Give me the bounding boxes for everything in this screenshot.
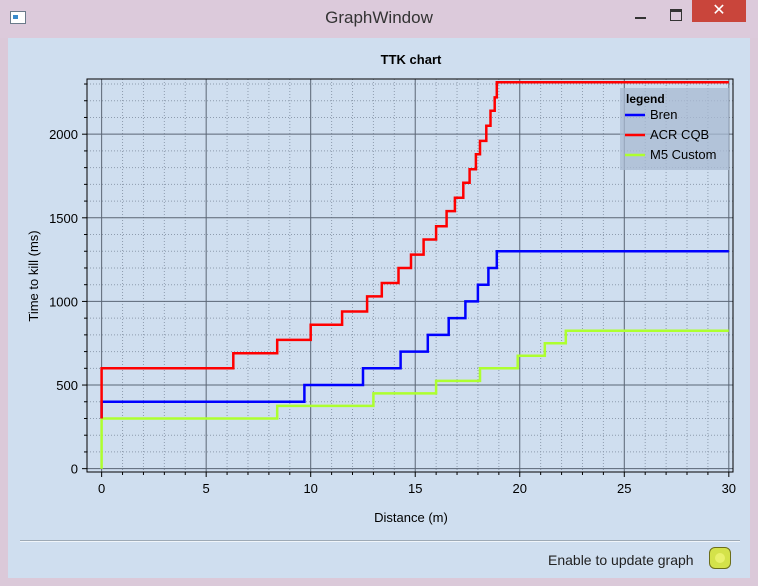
window-title: GraphWindow <box>325 8 433 27</box>
chart-title: TTK chart <box>381 52 442 67</box>
x-tick-label: 5 <box>203 481 210 496</box>
axes: 0 5 10 15 20 25 30 0 500 1000 1500 2000 <box>49 83 736 496</box>
y-tick-label: 1500 <box>49 211 78 226</box>
legend-label-m5-custom: M5 Custom <box>650 147 716 162</box>
ttk-chart: TTK chart 0 5 10 15 20 25 30 0 500 1000 1500 2000 D… <box>26 52 736 525</box>
title-bar: GraphWindow ✕ <box>0 0 758 38</box>
window-client-area: TTK chart 0 5 10 15 20 25 30 0 500 1000 1500 2000 D… <box>8 38 750 578</box>
update-graph-toggle[interactable] <box>709 547 731 569</box>
series-layer <box>100 81 729 469</box>
series-line-acr-cqb <box>100 81 729 419</box>
series-line-m5-custom <box>100 329 729 469</box>
x-tick-label: 25 <box>617 481 631 496</box>
legend-label-acr-cqb: ACR CQB <box>650 127 709 142</box>
x-tick-label: 0 <box>98 481 105 496</box>
separator <box>20 540 740 542</box>
legend-items: Bren ACR CQB M5 Custom <box>625 107 716 162</box>
maximize-icon[interactable] <box>661 0 691 30</box>
y-tick-label: 500 <box>56 378 78 393</box>
y-axis-label: Time to kill (ms) <box>26 230 41 321</box>
graph-window-icon <box>10 11 26 24</box>
x-tick-label: 10 <box>303 481 317 496</box>
legend: legend Bren ACR CQB M5 Custom <box>620 88 729 170</box>
series-line-bren <box>100 250 729 419</box>
x-tick-label: 15 <box>408 481 422 496</box>
y-tick-label: 0 <box>71 462 78 477</box>
legend-box <box>620 88 729 170</box>
x-axis-label: Distance (m) <box>374 510 448 525</box>
minimize-icon[interactable] <box>626 0 656 30</box>
y-tick-label: 2000 <box>49 127 78 142</box>
update-graph-label: Enable to update graph <box>548 552 694 568</box>
legend-label-bren: Bren <box>650 107 677 122</box>
close-icon[interactable]: ✕ <box>692 0 746 22</box>
x-tick-label: 30 <box>722 481 736 496</box>
x-tick-label: 20 <box>513 481 527 496</box>
legend-title: legend <box>626 92 665 106</box>
plot-area <box>86 78 734 473</box>
y-tick-label: 1000 <box>49 294 78 309</box>
